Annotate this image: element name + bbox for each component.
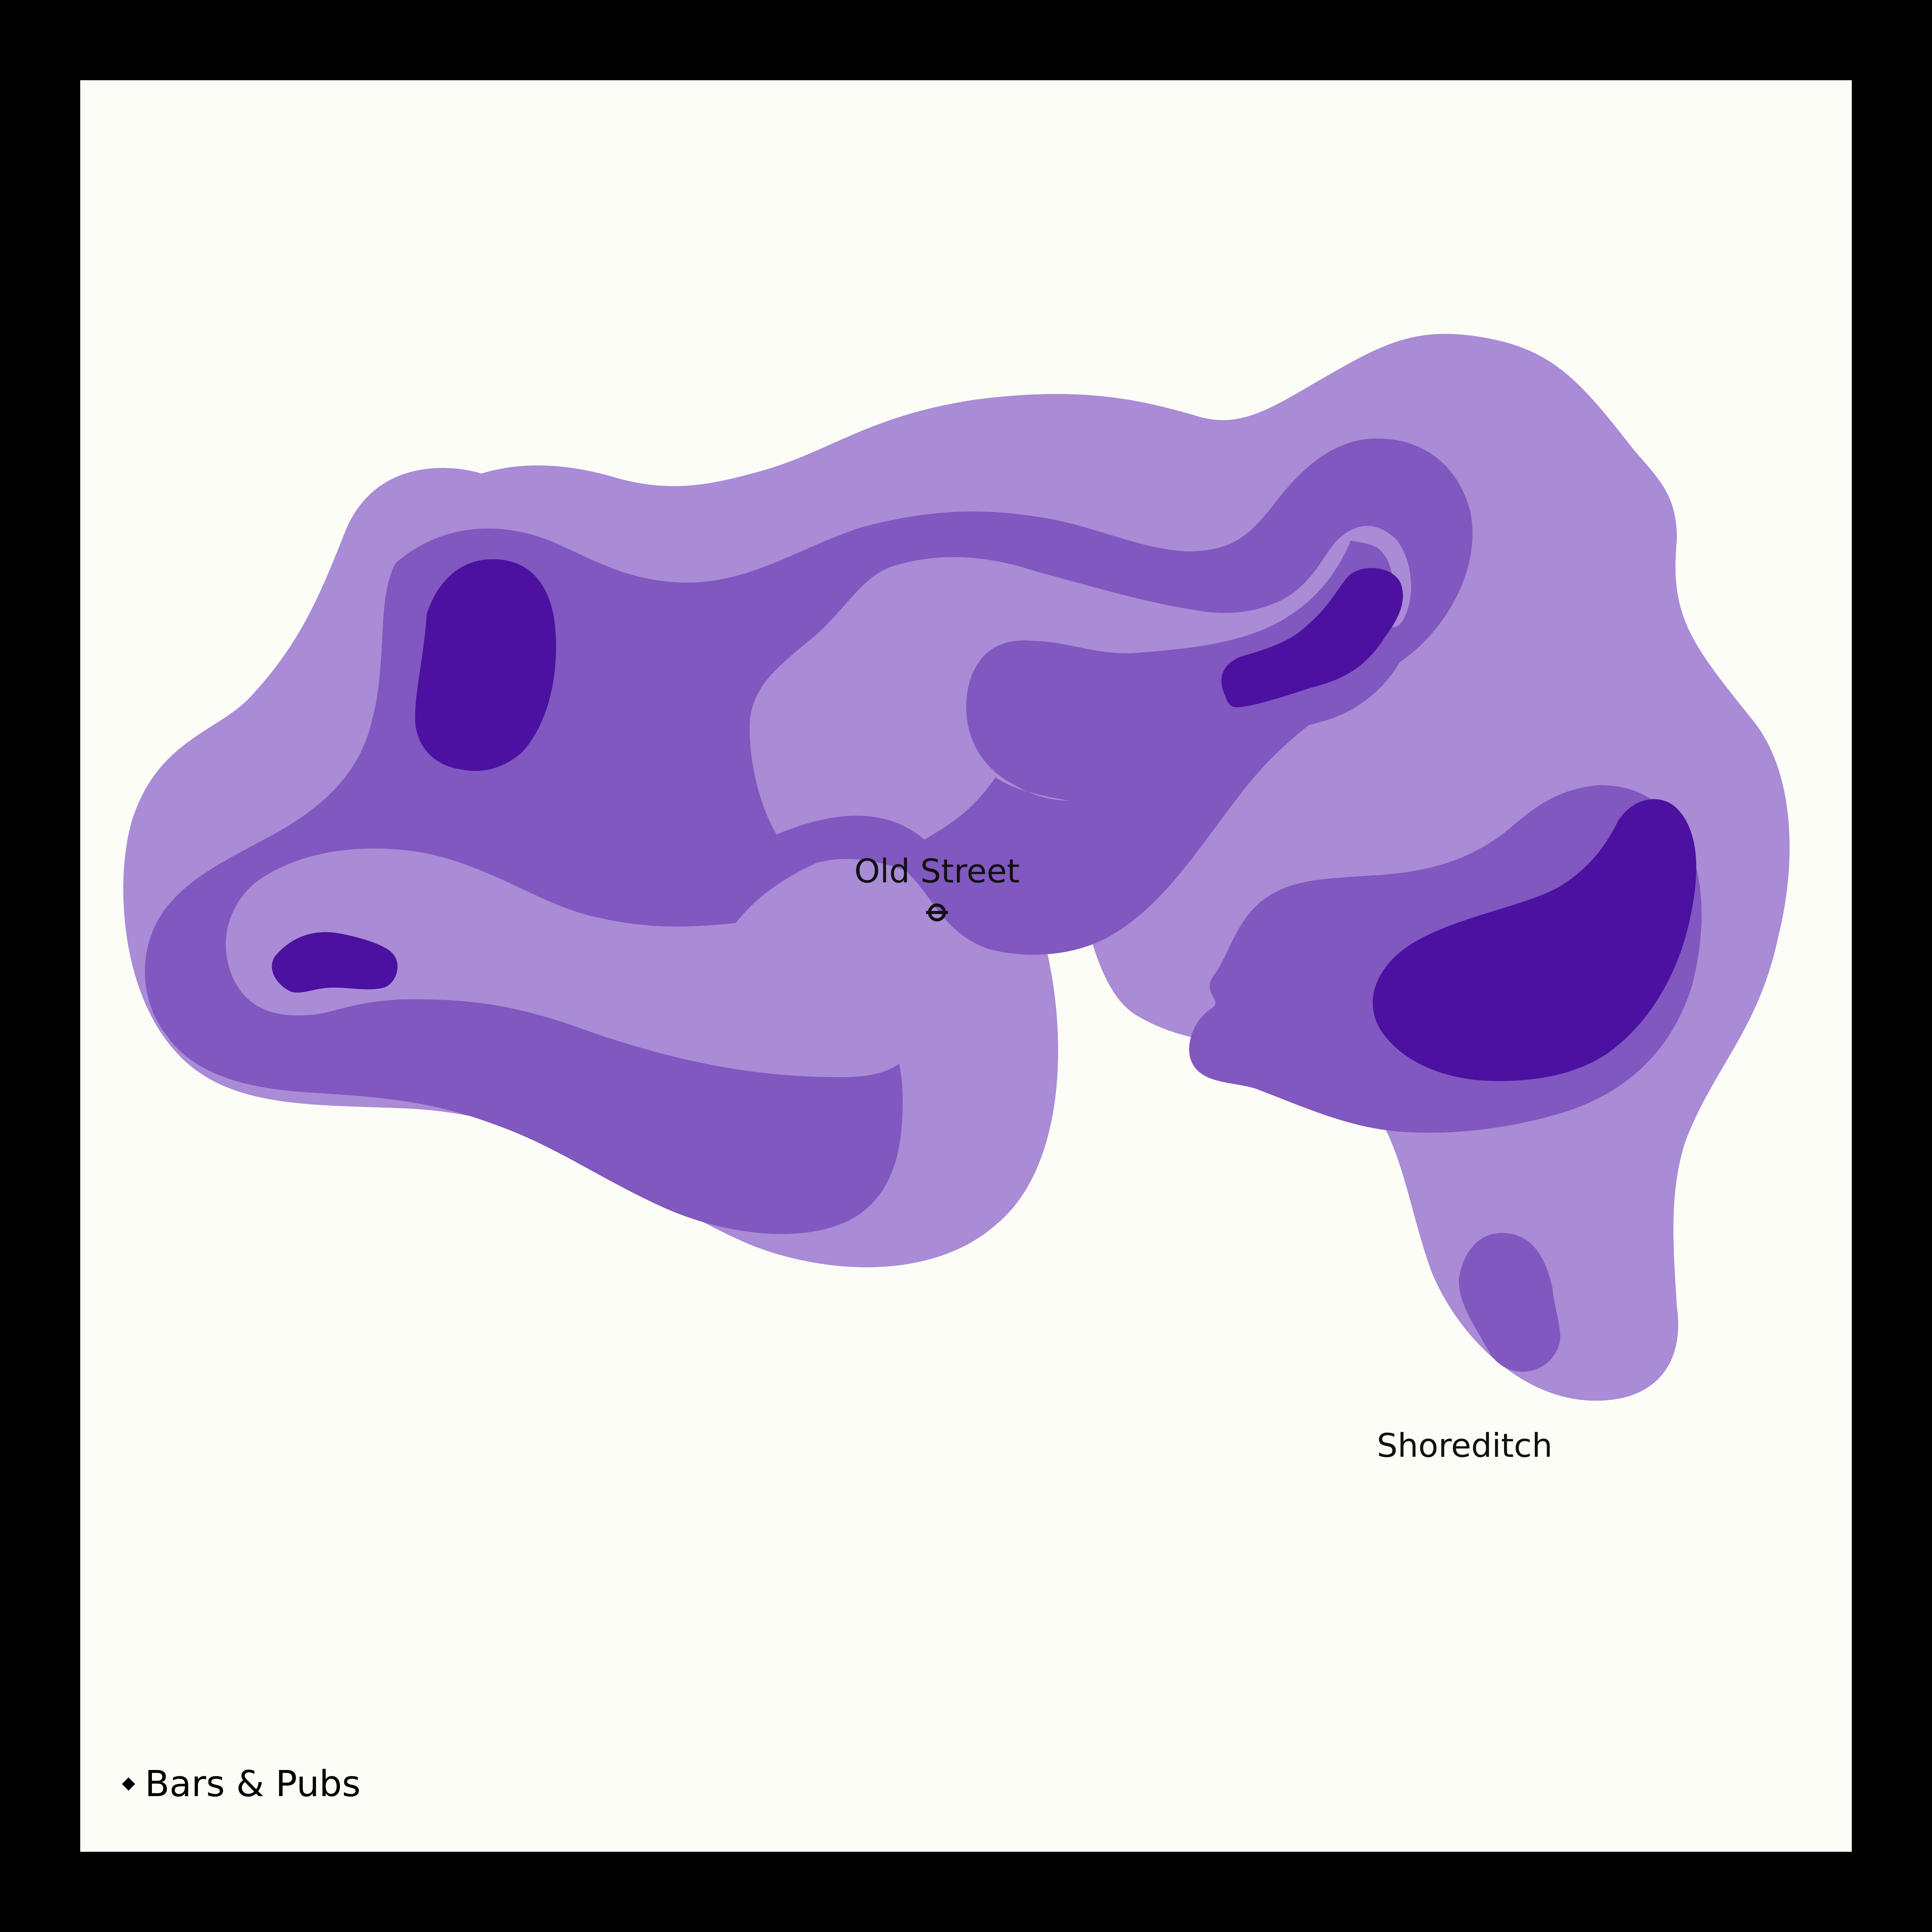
legend-label: Bars & Pubs <box>145 1763 361 1805</box>
map-legend: Bars & Pubs <box>122 1761 361 1807</box>
station-old-street[interactable]: Old Street <box>854 852 1020 921</box>
density-high-west-core <box>272 932 398 993</box>
underground-station-icon <box>926 903 948 921</box>
density-high-northwest-core <box>415 559 556 771</box>
station-label-old-street: Old Street <box>854 852 1020 890</box>
density-mid-bridge-under-station <box>738 815 972 890</box>
density-high-east-core <box>1372 799 1696 1081</box>
place-label-shoreditch: Shoreditch <box>1377 1427 1552 1465</box>
map-paper: Old Street Shoreditch Bars & Pubs <box>80 80 1852 1852</box>
density-layer-mid-bridge <box>738 815 972 890</box>
density-layer-high <box>272 559 1696 1081</box>
diamond-bullet-icon <box>122 1777 135 1791</box>
density-low-center-pocket <box>750 533 1351 861</box>
bars-pubs-density-map: Old Street Shoreditch <box>123 334 1790 1465</box>
density-low-west-pocket <box>225 848 926 1077</box>
density-mid-south-region <box>1459 1233 1560 1372</box>
density-high-northeast-core <box>1221 568 1403 707</box>
